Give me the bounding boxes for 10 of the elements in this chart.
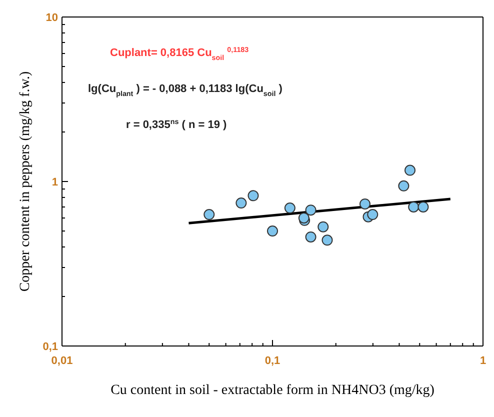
y-tick-label: 0,1 — [42, 341, 58, 353]
x-tick-label: 0,1 — [264, 355, 280, 367]
x-tick-label: 0,01 — [51, 355, 73, 367]
x-axis-title: Cu content in soil - extractable form in NH4NO3 (mg/kg) — [110, 382, 435, 398]
annotation: lg(Cu$_{plant}$) = - 0,088 + 0,1183 lg(Cu$_{soil}$) — [88, 83, 283, 98]
y-tick-label: 10 — [46, 12, 58, 24]
y-tick-label: 1 — [52, 176, 58, 188]
y-axis-title: Copper content in peppers (mg/kg f.w.) — [18, 71, 33, 292]
x-tick-label: 1 — [480, 355, 486, 367]
annotation: r = 0,335$^{ns}$ ( n = 19 ) — [126, 118, 228, 131]
